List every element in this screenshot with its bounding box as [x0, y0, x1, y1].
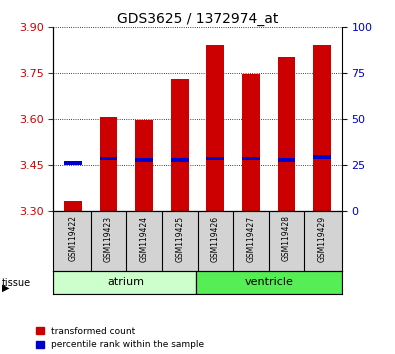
- Bar: [135, 120, 153, 211]
- Bar: [196, 271, 342, 294]
- Text: GSM119428: GSM119428: [282, 216, 291, 262]
- Bar: [207, 156, 224, 160]
- Legend: transformed count, percentile rank within the sample: transformed count, percentile rank withi…: [36, 327, 205, 349]
- Bar: [278, 158, 295, 162]
- Title: GDS3625 / 1372974_at: GDS3625 / 1372974_at: [117, 12, 278, 25]
- Bar: [64, 201, 82, 211]
- Text: atrium: atrium: [108, 277, 145, 287]
- Bar: [242, 156, 260, 160]
- Text: GSM119425: GSM119425: [175, 216, 184, 262]
- Text: GSM119429: GSM119429: [318, 216, 327, 262]
- Bar: [64, 161, 82, 165]
- Text: GSM119424: GSM119424: [139, 216, 149, 262]
- Text: tissue: tissue: [2, 278, 31, 288]
- Text: GSM119426: GSM119426: [211, 216, 220, 262]
- Text: GSM119427: GSM119427: [246, 216, 256, 262]
- Bar: [171, 158, 188, 162]
- Text: ventricle: ventricle: [244, 277, 293, 287]
- Bar: [313, 45, 331, 211]
- Text: GSM119422: GSM119422: [68, 216, 77, 262]
- Bar: [242, 74, 260, 211]
- Bar: [171, 79, 188, 211]
- Text: GSM119423: GSM119423: [104, 216, 113, 262]
- Bar: [207, 45, 224, 211]
- Bar: [278, 57, 295, 211]
- Bar: [53, 271, 196, 294]
- Bar: [100, 117, 117, 211]
- Bar: [135, 158, 153, 162]
- Bar: [100, 156, 117, 160]
- Bar: [313, 155, 331, 159]
- Text: ▶: ▶: [2, 283, 9, 293]
